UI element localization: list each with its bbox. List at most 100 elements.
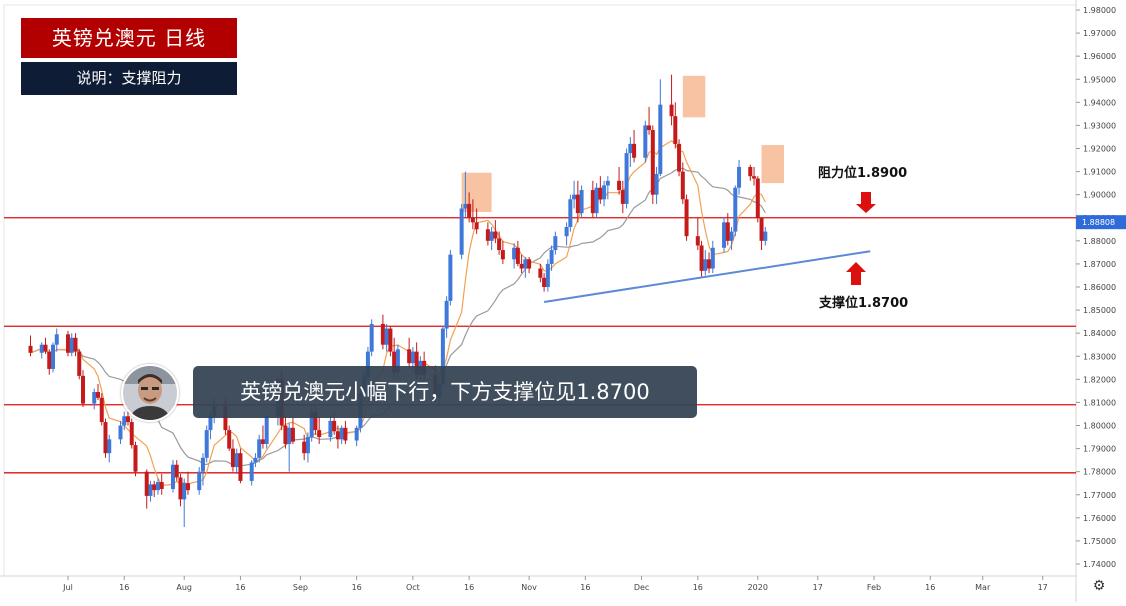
candle-up <box>654 173 659 195</box>
caption-banner: 英镑兑澳元小幅下行，下方支撑位见1.8700 <box>193 366 697 418</box>
y-tick-label: 1.76000 <box>1083 514 1116 523</box>
candle-down <box>677 143 682 172</box>
candle-up <box>287 427 292 444</box>
support-label: 支撑位1.8700 <box>818 295 908 311</box>
settings-gear-icon[interactable]: ⚙ <box>1092 578 1106 594</box>
candle-down <box>313 411 318 431</box>
chart-title: 英镑兑澳元 日线 <box>21 18 237 58</box>
y-tick-label: 1.83000 <box>1083 352 1116 361</box>
candle-down <box>129 422 134 446</box>
candle-up <box>489 231 494 241</box>
candle-up <box>339 427 344 440</box>
candle-down <box>725 222 730 241</box>
candle-up <box>444 300 449 329</box>
candle-down <box>144 471 149 496</box>
candle-down <box>598 187 603 200</box>
candle-down <box>77 351 82 376</box>
candle-down <box>227 430 232 449</box>
candle-down <box>302 441 307 454</box>
candle-down <box>500 250 505 260</box>
y-tick-label: 1.88000 <box>1083 237 1116 246</box>
candle-up <box>737 166 742 188</box>
candle-up <box>579 190 584 214</box>
candle-up <box>39 344 44 353</box>
candle-up <box>118 425 123 440</box>
candle-up <box>594 187 599 214</box>
candle-down <box>752 176 757 179</box>
candle-up <box>234 453 239 468</box>
y-tick-label: 1.78000 <box>1083 468 1116 477</box>
candle-up <box>763 231 768 241</box>
x-tick-label: Oct <box>406 583 420 592</box>
candle-down <box>332 420 337 432</box>
candle-down <box>66 334 70 353</box>
candle-up <box>643 125 648 158</box>
candle-down <box>47 351 52 369</box>
candle-up <box>710 247 715 269</box>
candle-up <box>365 351 370 378</box>
candle-up <box>733 187 738 232</box>
candle-up <box>384 328 389 345</box>
y-tick-label: 1.91000 <box>1083 168 1116 177</box>
candle-down <box>283 425 288 444</box>
candle-down <box>673 116 678 144</box>
candle-up <box>549 250 554 264</box>
candle-up <box>54 334 59 345</box>
last-price-tag <box>1076 215 1126 230</box>
candle-up <box>395 349 400 373</box>
x-tick-label: Nov <box>521 583 537 592</box>
candle-up <box>122 416 127 426</box>
candle-up <box>148 484 153 496</box>
candle-down <box>414 351 419 375</box>
candle-down <box>542 277 547 287</box>
y-tick-label: 1.85000 <box>1083 306 1116 315</box>
y-tick-label: 1.75000 <box>1083 537 1116 546</box>
x-tick-label: 16 <box>235 583 245 592</box>
candle-down <box>474 222 479 230</box>
down-arrow-icon <box>856 192 876 213</box>
candle-up <box>459 208 464 255</box>
candle-down <box>647 125 652 131</box>
candle-down <box>388 328 393 352</box>
candle-up <box>309 411 314 438</box>
x-tick-label: Sep <box>293 583 308 592</box>
candle-up <box>200 457 205 472</box>
candle-down <box>620 190 625 204</box>
x-tick-label: Jul <box>62 583 73 592</box>
candle-down <box>159 482 164 489</box>
x-tick-label: 16 <box>464 583 474 592</box>
candle-down <box>317 430 322 438</box>
candle-down <box>152 484 157 491</box>
candle-up <box>545 263 550 287</box>
x-tick-label: 16 <box>352 583 362 592</box>
candle-up <box>328 420 333 438</box>
candle-down <box>485 229 490 241</box>
y-tick-label: 1.80000 <box>1083 422 1116 431</box>
candle-down <box>290 427 295 442</box>
candle-up <box>264 416 269 444</box>
candle-up <box>729 231 734 241</box>
candle-up <box>448 254 453 301</box>
x-tick-label: 17 <box>813 583 823 592</box>
y-tick-label: 1.90000 <box>1083 191 1116 200</box>
candle-down <box>103 422 108 454</box>
candle-up <box>605 180 610 186</box>
candle-up <box>553 236 558 251</box>
candle-up <box>107 439 112 454</box>
candle-down <box>174 464 179 478</box>
candle-up <box>69 337 74 353</box>
candle-down <box>99 397 104 423</box>
candle-up <box>410 351 415 364</box>
candle-down <box>617 180 622 191</box>
candle-down <box>43 344 48 352</box>
candle-down <box>380 323 385 345</box>
candle-up <box>512 247 517 260</box>
candle-up <box>572 194 577 200</box>
candle-down <box>80 375 85 404</box>
y-tick-label: 1.97000 <box>1083 29 1116 38</box>
chart-subtitle: 说明：支撑阻力 <box>21 62 237 95</box>
candle-down <box>515 247 520 264</box>
x-tick-label: Aug <box>176 583 192 592</box>
support-trendline <box>543 250 871 303</box>
highlight-box <box>761 145 785 184</box>
